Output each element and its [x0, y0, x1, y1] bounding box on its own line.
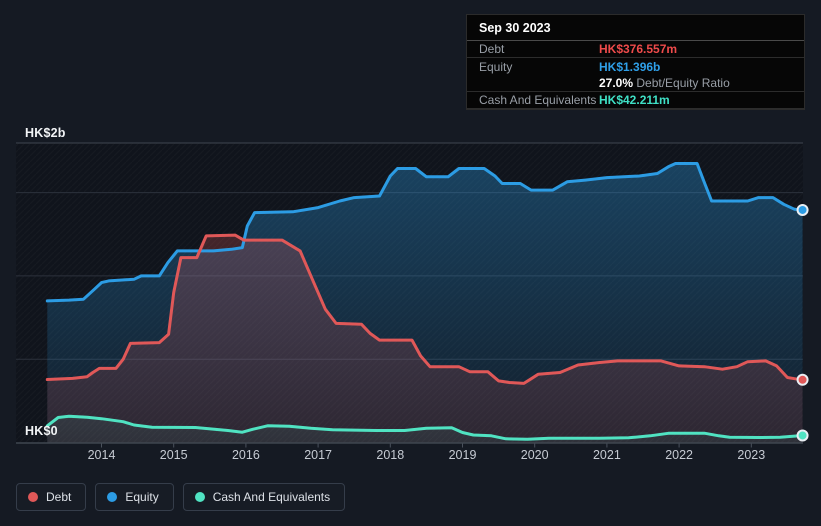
cash-dot-icon [194, 492, 205, 502]
debt-end-point[interactable] [796, 373, 809, 386]
debt-dot-icon [28, 492, 38, 502]
chart-tooltip: Sep 30 2023 Debt HK$376.557m Equity HK$1… [466, 14, 805, 110]
equity-end-point[interactable] [796, 203, 809, 216]
x-axis-year-label: 2023 [737, 448, 765, 462]
x-axis-year-label: 2016 [232, 448, 260, 462]
legend-debt-label: Debt [46, 490, 72, 504]
legend-item-debt[interactable]: Debt [16, 483, 87, 511]
legend-item-equity[interactable]: Equity [95, 483, 174, 511]
x-axis-year-label: 2019 [449, 448, 477, 462]
x-axis-year-label: 2017 [304, 448, 332, 462]
y-axis-min-label: HK$0 [25, 424, 58, 438]
tooltip-row-equity: Equity HK$1.396b [467, 58, 804, 75]
tooltip-cash-label: Cash And Equivalents [479, 93, 597, 107]
x-axis-year-label: 2020 [521, 448, 549, 462]
tooltip-debt-label: Debt [479, 42, 505, 56]
tooltip-cash-value: HK$42.211m [599, 93, 670, 107]
legend-cash-label: Cash And Equivalents [212, 490, 331, 504]
tooltip-row-cash: Cash And Equivalents HK$42.211m [467, 92, 804, 109]
y-axis-max-label: HK$2b [25, 126, 66, 140]
x-axis-year-label: 2021 [593, 448, 621, 462]
equity-dot-icon [107, 492, 118, 502]
tooltip-row-debt: Debt HK$376.557m [467, 41, 804, 58]
cash-and-equivalents-end-point[interactable] [796, 429, 809, 442]
chart-legend: Debt Equity Cash And Equivalents [16, 483, 346, 511]
tooltip-ratio: 27.0% Debt/Equity Ratio [599, 76, 730, 90]
tooltip-equity-label: Equity [479, 59, 513, 74]
legend-item-cash[interactable]: Cash And Equivalents [182, 483, 346, 511]
x-axis-year-label: 2018 [376, 448, 404, 462]
legend-equity-label: Equity [125, 490, 159, 504]
tooltip-equity-value: HK$1.396b [599, 59, 661, 74]
tooltip-debt-value: HK$376.557m [599, 42, 678, 56]
x-axis-year-label: 2014 [88, 448, 116, 462]
x-axis-year-label: 2015 [160, 448, 188, 462]
x-axis-year-label: 2022 [665, 448, 693, 462]
tooltip-row-ratio: 27.0% Debt/Equity Ratio [467, 75, 804, 92]
tooltip-date: Sep 30 2023 [467, 15, 804, 41]
